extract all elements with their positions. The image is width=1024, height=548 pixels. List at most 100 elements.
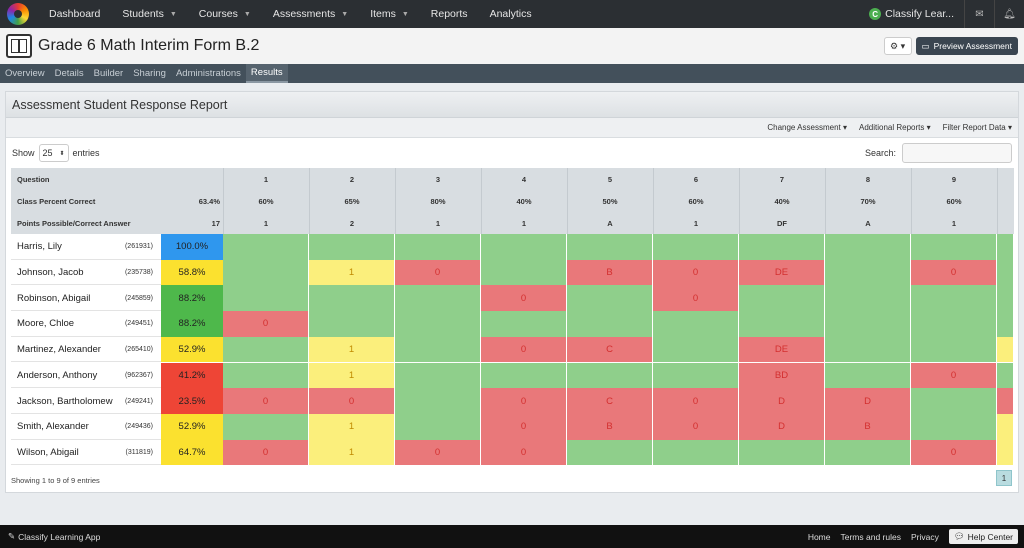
response-cell[interactable] — [653, 336, 739, 363]
response-cell[interactable] — [395, 336, 481, 363]
table-row[interactable]: Smith, Alexander (249436) 52.9% 1 0 B 0 D B — [11, 413, 1014, 440]
nav-item-analytics[interactable]: Analytics — [490, 8, 532, 20]
response-cell[interactable] — [739, 234, 825, 260]
response-cell[interactable]: BD — [739, 362, 825, 389]
table-row[interactable]: Martinez, Alexander (265410) 52.9% 1 0 C DE — [11, 336, 1014, 363]
help-center-button[interactable]: 💬︎ Help Center — [948, 529, 1018, 544]
response-cell[interactable] — [739, 285, 825, 312]
response-cell[interactable] — [481, 311, 567, 337]
response-cell[interactable] — [395, 234, 481, 260]
response-cell[interactable]: 0 — [223, 439, 309, 466]
nav-item-reports[interactable]: Reports — [431, 8, 468, 20]
search-input[interactable] — [902, 143, 1012, 163]
response-cell[interactable] — [911, 388, 997, 414]
preview-assessment-button[interactable]: ▭ Preview Assessment — [915, 37, 1018, 55]
response-cell[interactable] — [997, 439, 1014, 466]
response-cell[interactable]: 1 — [309, 413, 395, 440]
footer-brand[interactable]: ✎ Classify Learning App — [8, 531, 100, 542]
response-cell[interactable] — [825, 311, 911, 337]
response-cell[interactable] — [395, 362, 481, 389]
response-cell[interactable] — [653, 439, 739, 466]
response-cell[interactable]: DE — [739, 259, 825, 286]
response-cell[interactable]: 0 — [481, 285, 567, 312]
bell-icon[interactable]: 🔔︎ — [994, 0, 1024, 28]
response-cell[interactable]: 1 — [309, 439, 395, 466]
response-cell[interactable] — [395, 388, 481, 414]
table-row[interactable]: Moore, Chloe (249451) 88.2% 0 — [11, 311, 1014, 337]
response-cell[interactable] — [911, 285, 997, 312]
response-cell[interactable] — [997, 311, 1014, 337]
app-logo[interactable] — [7, 3, 29, 25]
response-cell[interactable] — [653, 311, 739, 337]
response-cell[interactable]: 1 — [309, 362, 395, 389]
response-cell[interactable] — [911, 234, 997, 260]
response-cell[interactable]: 0 — [309, 388, 395, 414]
response-cell[interactable] — [825, 362, 911, 389]
response-cell[interactable]: 0 — [223, 388, 309, 414]
table-row[interactable]: Robinson, Abigail (245859) 88.2% 0 0 — [11, 285, 1014, 312]
response-cell[interactable]: 0 — [481, 439, 567, 466]
footer-link-privacy[interactable]: Privacy — [910, 531, 939, 542]
nav-item-items[interactable]: Items ▼ — [370, 8, 409, 20]
response-cell[interactable] — [997, 259, 1014, 286]
user-menu[interactable]: C Classify Lear... — [859, 8, 964, 20]
nav-item-assessments[interactable]: Assessments ▼ — [273, 8, 348, 20]
response-cell[interactable] — [395, 413, 481, 440]
nav-item-students[interactable]: Students ▼ — [122, 8, 176, 20]
table-row[interactable]: Anderson, Anthony (962367) 41.2% 1 BD 0 — [11, 362, 1014, 389]
response-cell[interactable] — [567, 311, 653, 337]
response-cell[interactable]: 0 — [653, 413, 739, 440]
response-cell[interactable]: 0 — [911, 259, 997, 286]
response-cell[interactable]: 0 — [653, 285, 739, 312]
response-cell[interactable]: D — [825, 388, 911, 414]
response-cell[interactable] — [653, 362, 739, 389]
response-cell[interactable] — [653, 234, 739, 260]
response-cell[interactable] — [997, 362, 1014, 389]
response-cell[interactable]: 0 — [481, 336, 567, 363]
tab-sharing[interactable]: Sharing — [133, 68, 166, 79]
response-cell[interactable]: 0 — [481, 388, 567, 414]
response-cell[interactable]: B — [567, 413, 653, 440]
response-cell[interactable] — [825, 439, 911, 466]
tab-administrations[interactable]: Administrations — [175, 68, 241, 79]
response-cell[interactable]: 0 — [911, 439, 997, 466]
response-cell[interactable] — [739, 311, 825, 337]
response-cell[interactable]: 0 — [395, 259, 481, 286]
table-row[interactable]: Johnson, Jacob (235738) 58.8% 1 0 B 0 DE 0 — [11, 259, 1014, 286]
response-cell[interactable]: D — [739, 388, 825, 414]
tab-builder[interactable]: Builder — [93, 68, 124, 79]
response-cell[interactable] — [309, 311, 395, 337]
footer-link-terms-and-rules[interactable]: Terms and rules — [840, 531, 901, 542]
response-cell[interactable]: 1 — [309, 259, 395, 286]
response-cell[interactable]: 0 — [481, 413, 567, 440]
response-cell[interactable] — [739, 439, 825, 466]
response-cell[interactable] — [911, 311, 997, 337]
response-cell[interactable] — [997, 388, 1014, 414]
response-cell[interactable] — [223, 259, 309, 286]
envelope-icon[interactable]: ✉ — [964, 0, 994, 28]
tab-results[interactable]: Results — [245, 64, 288, 83]
response-cell[interactable]: DE — [739, 336, 825, 363]
response-cell[interactable] — [567, 234, 653, 260]
footer-link-home[interactable]: Home — [807, 531, 831, 542]
tab-overview[interactable]: Overview — [5, 68, 45, 79]
response-cell[interactable]: 0 — [911, 362, 997, 389]
response-cell[interactable]: C — [567, 388, 653, 414]
tab-details[interactable]: Details — [54, 68, 84, 79]
nav-item-dashboard[interactable]: Dashboard — [49, 8, 100, 20]
report-action-change-assessment[interactable]: Change Assessment ▾ — [767, 123, 847, 132]
response-cell[interactable] — [481, 234, 567, 260]
table-row[interactable]: Wilson, Abigail (311819) 64.7% 0 1 0 0 0 — [11, 439, 1014, 466]
nav-item-courses[interactable]: Courses ▼ — [199, 8, 251, 20]
response-cell[interactable] — [567, 285, 653, 312]
response-cell[interactable]: 0 — [395, 439, 481, 466]
response-cell[interactable] — [825, 285, 911, 312]
report-action-additional-reports[interactable]: Additional Reports ▾ — [859, 123, 931, 132]
settings-button[interactable]: ⚙ ▾ — [883, 37, 912, 55]
entries-select[interactable]: 25 ⬍ — [38, 144, 69, 162]
response-cell[interactable] — [911, 413, 997, 440]
response-cell[interactable] — [223, 362, 309, 389]
response-cell[interactable] — [567, 439, 653, 466]
response-cell[interactable]: 1 — [309, 336, 395, 363]
report-action-filter-report-data[interactable]: Filter Report Data ▾ — [943, 123, 1012, 132]
